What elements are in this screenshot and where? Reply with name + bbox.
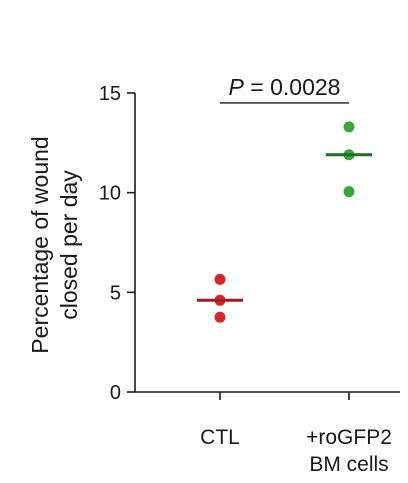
significance-annotation: P = 0.0028 — [220, 74, 349, 104]
series-group — [326, 121, 372, 198]
x-axis: CTL +roGFP2 BM cells — [135, 391, 400, 476]
data-point — [214, 273, 226, 285]
series-group — [197, 273, 243, 323]
data-point — [343, 186, 355, 198]
y-axis-title-line: Percentage of wound — [27, 136, 53, 353]
x-tick-label: +roGFP2 — [306, 426, 392, 449]
data-marks — [197, 121, 372, 323]
y-tick-label: 10 — [99, 183, 121, 205]
y-tick-label: 5 — [110, 282, 121, 304]
y-axis-title-line: closed per day — [56, 170, 82, 320]
y-axis-title: Percentage of wound closed per day — [27, 136, 82, 353]
p-value: = 0.0028 — [244, 74, 341, 100]
data-point — [343, 121, 355, 133]
data-point — [214, 311, 226, 323]
y-ticks: 0 5 10 15 — [99, 83, 135, 404]
p-symbol: P — [229, 74, 245, 100]
y-tick-label: 0 — [110, 382, 121, 404]
y-axis: 0 5 10 15 — [99, 83, 136, 404]
x-tick-label: BM cells — [309, 453, 388, 476]
y-tick-label: 15 — [99, 83, 121, 105]
x-ticks: CTL +roGFP2 BM cells — [200, 392, 392, 476]
x-tick-label: CTL — [200, 426, 240, 449]
p-value-label: P = 0.0028 — [229, 74, 341, 100]
